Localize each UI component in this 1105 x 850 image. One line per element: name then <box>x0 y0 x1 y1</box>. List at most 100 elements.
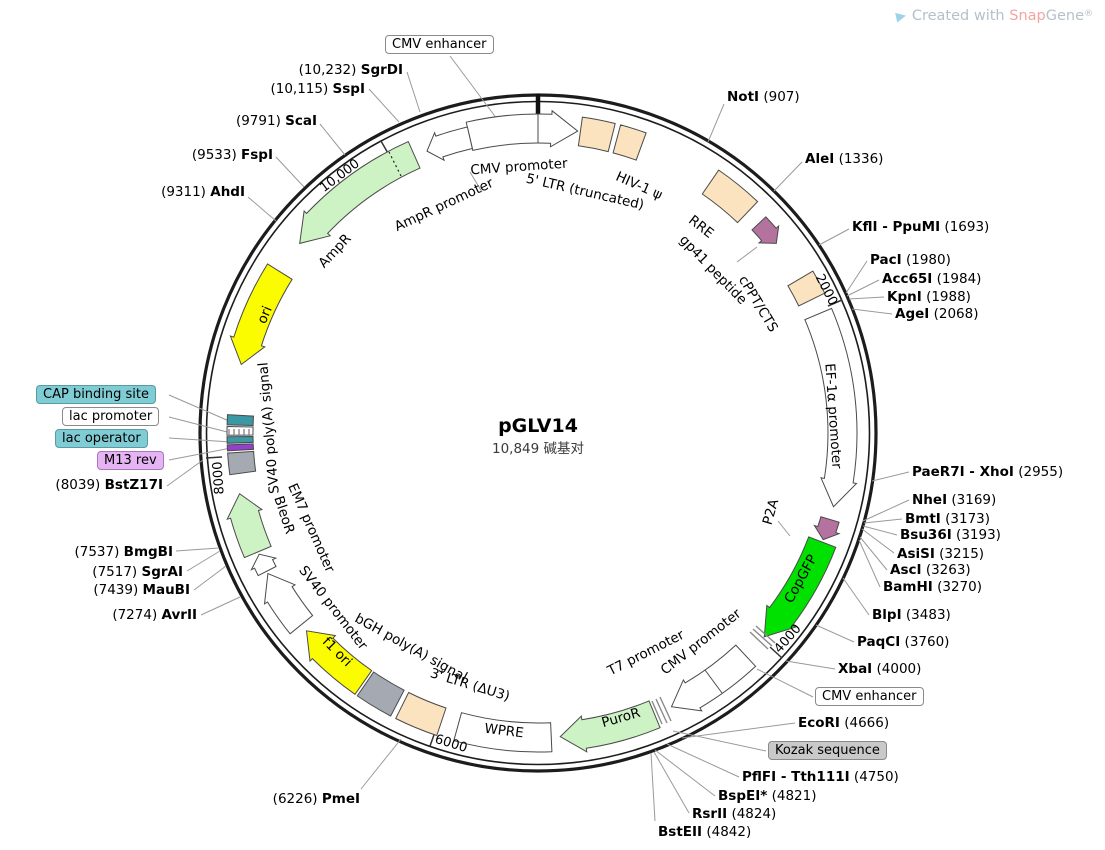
label-wpre[interactable]: WPRE <box>483 721 524 742</box>
site-pmei[interactable]: (6226) PmeI <box>273 791 360 808</box>
site-ecori[interactable]: EcoRI (4666) <box>798 715 889 732</box>
feature-cmv-promoter-2[interactable] <box>670 644 757 712</box>
leader-maubi <box>193 565 227 591</box>
feature-rre[interactable] <box>701 169 759 224</box>
site-paer7i[interactable]: PaeR7I - XhoI (2955) <box>912 464 1063 481</box>
site-ecori-name: EcoRI <box>798 715 840 731</box>
site-rsrii[interactable]: RsrII (4824) <box>692 806 776 823</box>
site-bsu36i[interactable]: Bsu36I (3193) <box>900 527 1001 544</box>
site-ahdi[interactable]: (9311) AhdI <box>161 184 245 201</box>
site-kfli[interactable]: KflI - PpuMI (1693) <box>852 219 989 236</box>
site-bmgbi[interactable]: (7537) BmgBI <box>74 544 173 561</box>
feature-lac-operator[interactable] <box>226 435 254 444</box>
feature-em7-promoter[interactable] <box>250 553 278 577</box>
label-cmv-promoter-top[interactable]: CMV promoter <box>470 156 569 179</box>
site-noti[interactable]: NotI (907) <box>727 89 800 106</box>
site-scai[interactable]: (9791) ScaI <box>236 113 317 130</box>
label-ori[interactable]: ori <box>254 304 276 326</box>
site-bmgbi-name: BmgBI <box>123 544 173 560</box>
feature-bgh-polya[interactable] <box>356 671 405 717</box>
site-bspei[interactable]: BspEI* (4821) <box>718 788 816 805</box>
site-sspi[interactable]: (10,115) SspI <box>270 81 365 98</box>
site-fspi[interactable]: (9533) FspI <box>192 147 273 164</box>
site-paci[interactable]: PacI (1980) <box>870 252 951 269</box>
feature-ori[interactable] <box>229 263 293 366</box>
site-acc65i[interactable]: Acc65I (1984) <box>882 271 981 288</box>
site-sgrdi[interactable]: (10,232) SgrDI <box>299 62 403 79</box>
site-kpni[interactable]: KpnI (1988) <box>887 289 971 306</box>
feature-bleor[interactable] <box>226 492 272 559</box>
site-avrii[interactable]: (7274) AvrII <box>112 607 197 624</box>
leader-agei <box>851 308 893 315</box>
leader-bmgbi <box>175 547 220 552</box>
feature-3-ltr-du3[interactable] <box>395 691 447 737</box>
site-sgrai[interactable]: (7517) SgrAI <box>92 564 183 581</box>
feature-ampr-promoter[interactable] <box>426 126 473 162</box>
site-nhei-name: NheI <box>912 492 948 508</box>
feature-ampr[interactable] <box>299 140 421 245</box>
leader-nhei <box>862 499 910 522</box>
boxed-label-kozak[interactable]: Kozak sequence <box>768 741 887 760</box>
boxed-label-lac-operator[interactable]: lac operator <box>55 429 148 448</box>
site-asisi[interactable]: AsiSI (3215) <box>897 546 984 563</box>
label-ampr-promoter[interactable]: AmpR promoter <box>392 175 496 235</box>
leader-paer7i <box>871 471 910 482</box>
site-asisi-name: AsiSI <box>897 546 935 562</box>
feature-cmv-promoter-top[interactable] <box>465 109 579 151</box>
site-pflfi[interactable]: PflFI - Tth111I (4750) <box>742 769 899 786</box>
cmv-enhancer-promoter-boundary-bottom <box>704 669 723 694</box>
feature-cap-binding-site[interactable] <box>226 414 255 427</box>
site-maubi[interactable]: (7439) MauBI <box>93 582 190 599</box>
site-bsteii[interactable]: BstEII (4842) <box>658 824 751 841</box>
feature-p2a[interactable] <box>813 516 841 541</box>
site-alei[interactable]: AleI (1336) <box>805 151 883 168</box>
leader-ampr-promoter <box>469 171 483 193</box>
feature-hiv1-psi[interactable] <box>612 124 647 161</box>
boxed-label-m13-rev[interactable]: M13 rev <box>97 451 164 470</box>
site-bamhi[interactable]: BamHI (3270) <box>883 579 982 596</box>
leader-avrii <box>200 596 241 616</box>
leader-lac-operator <box>168 437 232 443</box>
feature-sv40-polya[interactable] <box>227 450 257 476</box>
feature-f1-ori[interactable] <box>305 630 373 695</box>
feature-gp41-peptide[interactable] <box>751 216 780 244</box>
label-sv40-polya[interactable]: SV40 poly(A) signal <box>255 362 282 495</box>
site-alei-name: AleI <box>805 151 835 167</box>
site-asisi-pos: (3215) <box>939 546 985 562</box>
feature-copgfp[interactable] <box>763 536 837 638</box>
site-bmti[interactable]: BmtI (3173) <box>905 511 990 528</box>
boxed-label-cmv-enhancer-bottom[interactable]: CMV enhancer <box>815 687 924 706</box>
site-sspi-name: SspI <box>332 81 365 97</box>
feature-m13-rev[interactable] <box>226 443 255 452</box>
feature-ef1a-promoter[interactable] <box>804 307 858 508</box>
site-sgrdi-pos: (10,232) <box>298 62 357 78</box>
site-bmgbi-pos: (7537) <box>74 544 120 560</box>
label-ef1a-promoter[interactable]: EF-1α promoter <box>821 363 844 470</box>
site-rsrii-pos: (4824) <box>731 806 777 822</box>
feature-puror[interactable] <box>559 700 661 753</box>
site-xbai-name: XbaI <box>838 661 873 677</box>
site-blpi[interactable]: BlpI (3483) <box>872 607 951 624</box>
feature-sv40-promoter[interactable] <box>263 572 314 635</box>
boxed-label-cmv-enhancer-top[interactable]: CMV enhancer <box>385 35 494 54</box>
snapgene-watermark: ▶ Created with SnapGene® <box>894 8 1093 25</box>
feature-5-ltr-truncated[interactable] <box>577 116 616 153</box>
feature-wpre[interactable] <box>453 712 553 753</box>
boxed-label-lac-promoter[interactable]: lac promoter <box>62 407 160 426</box>
label-p2a[interactable]: P2A <box>760 497 783 527</box>
site-maubi-name: MauBI <box>142 582 190 598</box>
site-agei[interactable]: AgeI (2068) <box>895 306 978 323</box>
label-gp41-peptide[interactable]: gp41 peptide <box>676 232 750 308</box>
leader-bstz17i <box>166 459 204 487</box>
watermark-brand-gene: Gene <box>1045 8 1084 24</box>
leader-pflfi <box>666 743 740 778</box>
mcs-hash <box>749 625 776 650</box>
site-asci[interactable]: AscI (3263) <box>890 562 971 579</box>
site-nhei[interactable]: NheI (3169) <box>912 492 996 509</box>
boxed-label-cap-binding-site[interactable]: CAP binding site <box>36 385 157 404</box>
feature-cppt-cts[interactable] <box>787 270 826 307</box>
leader-acc65i <box>846 279 880 297</box>
site-xbai[interactable]: XbaI (4000) <box>838 661 921 678</box>
site-bstz17i[interactable]: (8039) BstZ17I <box>55 477 163 494</box>
site-paqci[interactable]: PaqCI (3760) <box>857 634 949 651</box>
